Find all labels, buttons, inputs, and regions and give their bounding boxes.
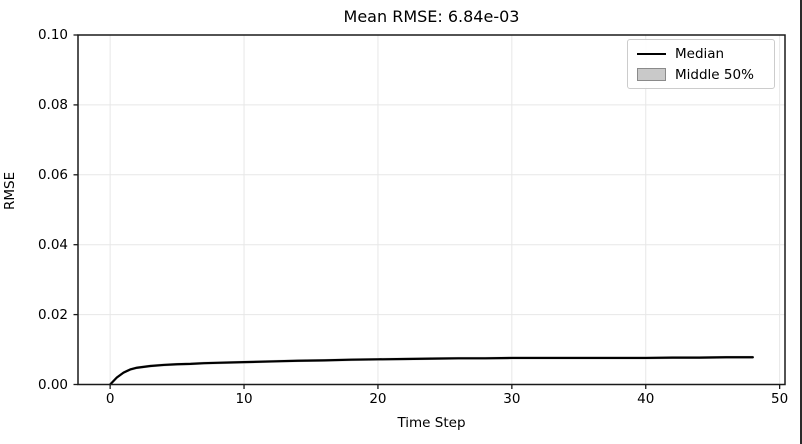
x-tick-label: 50 (771, 391, 789, 407)
legend-label-median: Median (675, 45, 725, 62)
median-line-swatch (637, 52, 666, 55)
x-tick-label: 10 (235, 391, 253, 407)
plot-title: Mean RMSE: 6.84e-03 (343, 7, 520, 26)
y-tick-label: 0.08 (37, 96, 68, 113)
y-tick-label: 0.10 (37, 27, 68, 43)
legend: Median Middle 50% (627, 39, 775, 89)
legend-label-middle50: Middle 50% (675, 66, 754, 83)
middle50-band (110, 355, 753, 385)
x-tick-label: 0 (105, 391, 115, 407)
middle50-patch-swatch (637, 68, 666, 81)
median-line (109, 356, 754, 386)
x-axis-label: Time Step (397, 415, 466, 431)
legend-item-middle50: Middle 50% (637, 67, 765, 83)
y-tick-label: 0.00 (37, 376, 68, 393)
axes-spines (77, 34, 786, 386)
x-tick-label: 20 (369, 391, 387, 407)
y-tick-label: 0.06 (37, 166, 68, 183)
y-axis-label: RMSE (2, 171, 18, 210)
window-right-border (800, 0, 802, 444)
x-tick-label: 40 (637, 391, 655, 407)
y-tick-label: 0.04 (37, 236, 68, 253)
x-tick-label: 30 (503, 391, 521, 407)
y-tick-label: 0.02 (37, 306, 68, 323)
legend-item-median: Median (637, 46, 765, 62)
